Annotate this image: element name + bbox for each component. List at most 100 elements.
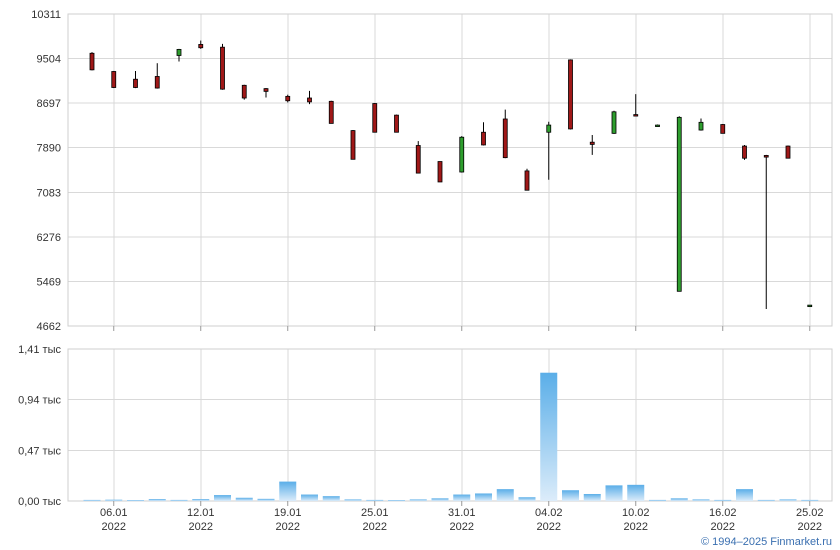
price-tick-label: 7890 (37, 143, 61, 155)
volume-bar (736, 489, 753, 501)
candle-body-down (307, 97, 312, 103)
candle (415, 141, 421, 174)
candle-body-down (263, 88, 269, 92)
candle-body-down (589, 141, 595, 145)
price-panel: 10311 9504 8697 7890 7083 6276 5469 4662 (31, 9, 833, 333)
candle (437, 161, 443, 183)
volume-tick-label: 0,94 тыс (18, 395, 61, 407)
volume-bar (518, 497, 536, 501)
volume-bar (148, 499, 166, 501)
candle-body-down (241, 84, 247, 99)
candle (394, 114, 399, 133)
candle (372, 102, 378, 133)
candle-body-up (655, 124, 660, 127)
candle (350, 130, 356, 160)
candle-body-up (807, 304, 813, 308)
price-tick-label: 4662 (37, 321, 61, 333)
x-tick-day: 31.01 (448, 507, 476, 519)
price-tick-label: 9504 (37, 54, 61, 66)
x-tick-year: 2022 (276, 521, 300, 533)
volume-frame (67, 348, 833, 502)
volume-bar (105, 499, 123, 501)
volume-bar (170, 499, 188, 501)
candle-body-down (763, 155, 769, 158)
candle-body-down (524, 170, 530, 191)
volume-bar (431, 498, 449, 501)
volume-bar (344, 499, 362, 501)
x-tick-year: 2022 (798, 521, 822, 533)
volume-panel: 1,41 тыс 0,94 тыс 0,47 тыс 0,00 тыс (18, 344, 833, 508)
volume-bar (366, 499, 384, 501)
candle-body-down (154, 76, 160, 89)
candle-body-down (568, 59, 573, 130)
candle (241, 84, 247, 100)
x-tick-year: 2022 (363, 521, 387, 533)
candle-body-up (176, 49, 182, 56)
candle-body-up (546, 124, 552, 133)
volume-bar (757, 499, 775, 501)
candle-body-down (720, 124, 726, 134)
x-tick-year: 2022 (189, 521, 213, 533)
volume-bar (627, 484, 645, 501)
volume-bar (670, 498, 688, 501)
candle-body-down (328, 100, 334, 124)
candle-body-down (198, 44, 204, 49)
volume-bar (214, 495, 231, 501)
candle-body-down (372, 103, 378, 133)
candle (502, 109, 508, 159)
x-tick-year: 2022 (624, 521, 648, 533)
candle (481, 122, 486, 146)
candle (133, 70, 138, 89)
price-tick-label: 8697 (37, 98, 61, 110)
candle (720, 123, 726, 134)
price-frame (67, 13, 833, 327)
candle (111, 70, 117, 89)
volume-bar (649, 499, 666, 501)
candle-body-down (481, 131, 486, 146)
price-tick-label: 10311 (31, 9, 61, 21)
candle (459, 136, 465, 173)
volume-bar (692, 499, 710, 501)
candle-body-down (415, 145, 421, 174)
x-tick-day: 06.01 (100, 507, 128, 519)
volume-bar (409, 499, 427, 501)
candle-body-down (220, 46, 225, 90)
volume-bar (127, 500, 144, 502)
volume-bar (192, 499, 210, 501)
copyright-link[interactable]: © 1994–2025 Finmarket.ru (701, 536, 832, 548)
volume-bar (322, 496, 340, 501)
x-tick-day: 16.02 (709, 507, 737, 519)
candle-body-down (742, 145, 747, 159)
candle-body-down (133, 78, 138, 88)
x-tick-year: 2022 (450, 521, 474, 533)
candle (807, 304, 813, 308)
candle (655, 124, 660, 127)
volume-bar (779, 499, 797, 501)
candle (785, 145, 791, 159)
candle (763, 154, 769, 309)
candle-body-down (285, 95, 291, 102)
volume-bar (235, 497, 253, 501)
volume-bar (605, 485, 623, 501)
x-tick-day: 25.02 (796, 507, 824, 519)
volume-tick-label: 0,47 тыс (18, 445, 61, 457)
x-tick-day: 10.02 (622, 507, 650, 519)
volume-tick-label: 1,41 тыс (18, 344, 61, 356)
candle-body-up (698, 121, 704, 131)
volume-bar (583, 493, 601, 501)
x-tick-year: 2022 (537, 521, 561, 533)
candle (698, 118, 704, 131)
candle-body-down (111, 71, 117, 88)
candle-body-down (785, 145, 791, 159)
x-axis: 06.01 2022 12.01 2022 19.01 2022 25.01 2022 31.0… (100, 326, 824, 533)
candle (176, 48, 182, 62)
candle (742, 144, 747, 160)
volume-bar (562, 490, 579, 501)
candle (328, 100, 334, 124)
volume-bar (453, 494, 471, 501)
candle-body-down (89, 52, 95, 71)
volume-tick-label: 0,00 тыс (18, 496, 61, 508)
volume-bar (801, 499, 819, 501)
candle-body-up (611, 111, 617, 134)
